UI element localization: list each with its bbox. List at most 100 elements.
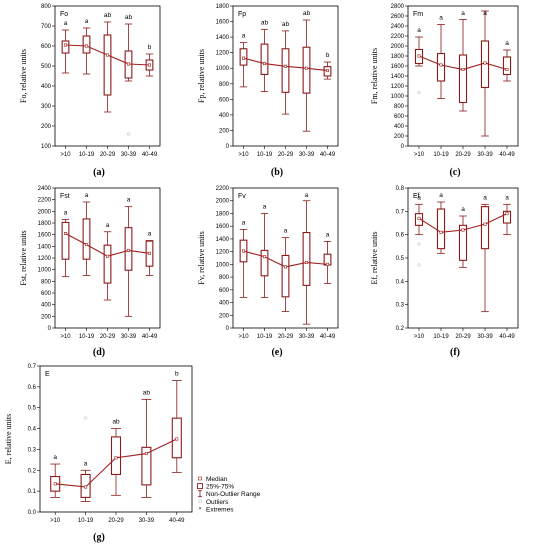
y-tick-label: 1800 <box>38 221 52 227</box>
significance-letter: a <box>64 20 68 27</box>
significance-letter: a <box>53 454 57 461</box>
y-tick-label: 200 <box>219 128 230 134</box>
y-tick-label: 2600 <box>391 14 405 20</box>
median-marker <box>242 56 246 60</box>
y-tick-label: 400 <box>219 301 230 307</box>
box-iqr <box>502 210 512 224</box>
box-iqr <box>141 446 152 486</box>
y-tick-label: 600 <box>219 97 230 103</box>
y-tick-label: 1000 <box>38 268 52 274</box>
median-marker <box>439 230 443 234</box>
significance-letter: a <box>417 27 421 34</box>
box-iqr <box>110 436 122 476</box>
median-marker <box>262 255 266 259</box>
x-tick-label: 20-29 <box>100 152 116 158</box>
y-tick-label: 1200 <box>216 51 230 57</box>
y-tick-label: 1000 <box>216 262 230 268</box>
x-tick-label: 20-29 <box>278 152 294 158</box>
y-tick-label: 2800 <box>391 4 405 10</box>
x-tick-label: 10-19 <box>79 334 95 340</box>
y-tick-label: 1000 <box>216 66 230 72</box>
x-tick-label: 20-29 <box>455 334 471 340</box>
legend-label: Median <box>206 476 228 483</box>
box-iqr <box>103 244 112 284</box>
y-tick-label: 1200 <box>391 84 405 90</box>
y-tick-label: 200 <box>41 124 52 130</box>
y-tick-label: 2400 <box>391 24 405 30</box>
significance-letter: a <box>85 18 89 25</box>
legend-item-median: Median <box>198 476 228 483</box>
median-marker <box>85 243 89 247</box>
y-tick-label: 0.7 <box>28 364 37 370</box>
legend-item-extreme: * Extremes <box>199 506 234 513</box>
y-tick-label: 1200 <box>38 256 52 262</box>
significance-letter: a <box>505 194 509 201</box>
y-axis-label: E, relative units <box>4 414 13 464</box>
significance-letter: a <box>461 10 465 17</box>
chart-panel-ef: 0.2 0.3 0.4 0.5 0.6 0.7 0.8 >10 10-19 20-29 30-39 4… <box>370 186 519 358</box>
x-tick-label: 40-49 <box>169 518 185 524</box>
median-marker <box>325 69 329 73</box>
significance-letter: a <box>242 219 246 226</box>
significance-letter: a <box>106 222 110 229</box>
box-iqr <box>103 34 112 96</box>
x-tick-label: >10 <box>50 518 61 524</box>
y-tick-label: 800 <box>219 82 230 88</box>
median-marker <box>262 62 266 66</box>
box-1: a <box>82 192 91 276</box>
box-3: ab <box>302 10 311 132</box>
significance-letter: b <box>148 44 152 51</box>
y-tick-label: 1400 <box>216 237 230 243</box>
y-tick-label: 500 <box>41 64 52 70</box>
box-iqr <box>302 46 311 94</box>
y-tick-label: 1400 <box>38 244 52 250</box>
significance-letter: ab <box>261 19 269 26</box>
x-tick-label: 10-19 <box>79 152 95 158</box>
box-iqr <box>480 206 490 250</box>
y-tick-label: 0.4 <box>396 279 405 285</box>
y-tick-label: 0 <box>401 144 405 150</box>
significance-letter: a <box>284 228 288 235</box>
box-iqr <box>436 208 446 250</box>
box-2: a <box>458 206 468 268</box>
outlier-point <box>83 416 88 420</box>
panel-title: Ef <box>413 193 420 200</box>
panel-title: E <box>45 371 50 378</box>
legend-label: Outliers <box>206 499 229 506</box>
x-tick-label: 30-39 <box>299 334 315 340</box>
x-tick-label: 30-39 <box>477 334 493 340</box>
x-tick-label: 40-49 <box>499 152 515 158</box>
y-tick-label: 1800 <box>216 211 230 217</box>
box-3: a <box>302 192 311 325</box>
median-marker <box>483 222 487 226</box>
median-marker <box>505 212 509 216</box>
median-marker <box>114 456 118 460</box>
x-tick-label: >10 <box>414 334 425 340</box>
box-iqr <box>61 221 70 260</box>
x-tick-label: >10 <box>60 152 71 158</box>
box-0: a <box>61 210 70 278</box>
y-tick-label: 0 <box>226 326 230 332</box>
x-tick-label: 40-49 <box>142 152 158 158</box>
x-tick-label: >10 <box>414 152 425 158</box>
significance-letter: ab <box>303 10 311 17</box>
significance-letter: b <box>326 52 330 59</box>
y-tick-label: 600 <box>394 114 405 120</box>
y-tick-label: 0.4 <box>28 427 37 433</box>
y-tick-label: 400 <box>41 303 52 309</box>
panel-label: (b) <box>271 167 283 178</box>
y-tick-label: 1000 <box>391 94 405 100</box>
box-2: a <box>281 228 290 312</box>
y-tick-label: 1800 <box>216 4 230 10</box>
y-tick-label: 0.0 <box>28 510 37 516</box>
y-tick-label: 800 <box>394 104 405 110</box>
significance-letter: a <box>305 192 309 199</box>
y-tick-label: 2200 <box>38 198 52 204</box>
y-axis-label: Fst, relative units <box>19 230 28 285</box>
box-iqr <box>458 224 468 261</box>
outlier-point <box>417 90 421 95</box>
panel-label: (e) <box>271 347 282 358</box>
panel-title: Fm <box>413 11 423 18</box>
y-tick-label: 1600 <box>38 233 52 239</box>
significance-letter: a <box>505 40 509 47</box>
